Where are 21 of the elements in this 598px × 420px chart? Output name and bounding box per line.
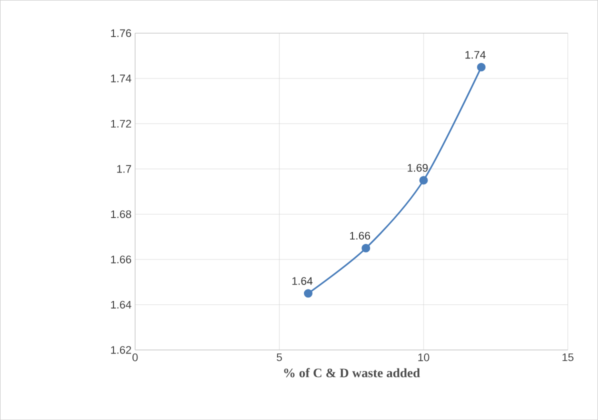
y-tick-label: 1.74: [111, 74, 132, 82]
point: [476, 62, 486, 72]
data-label: 1.64: [292, 277, 313, 285]
point: [362, 244, 370, 252]
x-axis-title: % of C & D waste added: [284, 368, 420, 378]
y-tick-label: 1.66: [111, 256, 132, 264]
data-label: 1.66: [350, 232, 370, 240]
x-tick-label: 15: [562, 353, 574, 362]
y-tick-label: 1.64: [111, 300, 132, 309]
y-tick-label: 1.7: [117, 165, 132, 173]
data-label: 1.74: [465, 51, 486, 59]
x-tick-label: 10: [418, 353, 430, 362]
point: [419, 176, 428, 184]
data-label: 1.69: [408, 164, 428, 172]
x-tick-label: 0: [132, 353, 138, 362]
y-tick-label: 1.68: [111, 210, 132, 218]
x-tick-label: 5: [276, 353, 282, 362]
y-tick-label: 1.62: [111, 346, 132, 354]
point: [304, 289, 312, 298]
y-tick-label: 1.76: [111, 29, 132, 38]
y-tick-label: 1.72: [111, 120, 132, 128]
